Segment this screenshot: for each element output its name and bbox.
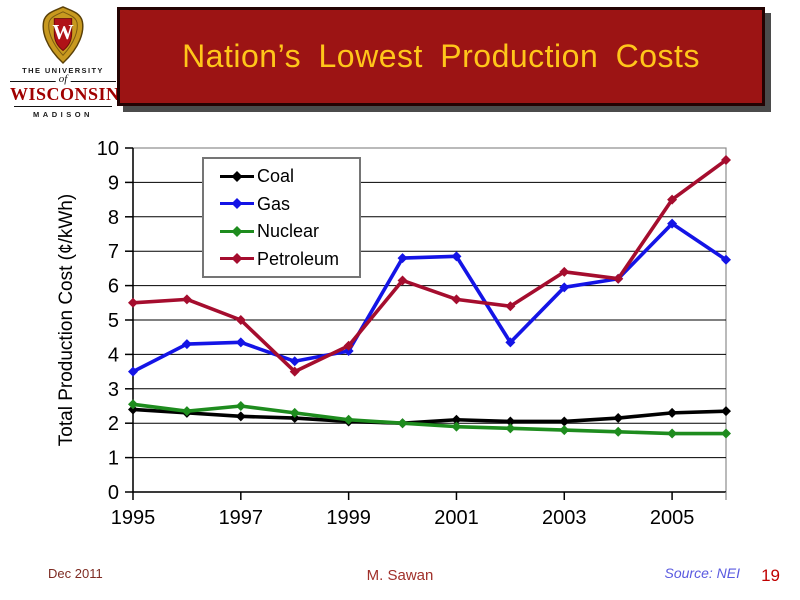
data-point-marker [128,404,138,415]
uw-crest-icon: W [42,6,84,64]
logo-text-the-university: THE UNIVERSITY [22,66,104,75]
data-point-marker [721,428,731,439]
legend-label: Gas [257,193,291,214]
data-point-marker [613,426,624,437]
y-tick-label: 0 [108,482,119,504]
data-point-marker [181,406,192,417]
series-line-coal [131,407,728,426]
uw-madison-logo: W THE UNIVERSITY of WISCONSIN MADISON [10,6,120,119]
legend-item-petroleum: Petroleum [218,250,355,268]
x-tick-label: 2005 [650,507,695,529]
data-point-marker [235,411,246,422]
data-point-marker [505,301,516,312]
data-point-marker [613,273,624,284]
data-point-marker [559,266,570,277]
data-point-marker [235,401,246,411]
legend-coal-marker-icon [220,170,254,182]
data-point-marker [721,406,731,417]
data-point-marker [128,399,138,410]
series-line-gas [131,221,728,374]
data-point-marker [613,413,624,424]
page-title: Nation’s Lowest Production Costs [182,38,700,74]
footer-source: Source: NEI [664,565,740,581]
data-point-marker [181,339,192,350]
x-tick-label: 1997 [219,507,264,529]
data-point-marker [667,428,678,439]
logo-divider [14,105,112,107]
x-tick-label: 2001 [434,507,479,529]
data-point-marker [181,294,192,305]
x-tick-label: 1999 [326,507,371,529]
logo-text-madison: MADISON [33,109,93,119]
data-point-marker [451,421,462,432]
legend-label: Petroleum [257,248,340,269]
data-point-marker [289,366,300,377]
data-point-marker [289,407,300,418]
data-point-marker [721,254,731,265]
data-point-marker [343,414,354,425]
data-point-marker [667,194,678,205]
y-tick-label: 1 [108,448,119,470]
legend-nuclear-marker-icon [220,225,254,237]
legend-gas-marker-icon [220,198,254,210]
y-tick-label: 5 [108,310,119,332]
data-point-marker [667,407,678,418]
data-point-marker [451,251,462,262]
data-point-marker [289,356,300,367]
data-point-marker [505,423,516,434]
x-tick-label: 2003 [542,507,587,529]
crest-letter: W [52,20,73,44]
y-tick-label: 2 [108,413,119,435]
logo-text-wisconsin: WISCONSIN [10,84,120,104]
chart-legend: Coal Gas Nuclear Petroleum [202,157,361,278]
y-tick-label: 3 [108,379,119,401]
series-line-nuclear [131,402,728,436]
data-point-marker [559,425,570,436]
data-point-marker [559,282,570,293]
data-point-marker [128,366,138,377]
footer-author: M. Sawan [366,567,434,584]
data-point-marker [505,416,516,427]
data-point-marker [559,416,570,427]
title-banner: Nation’s Lowest Production Costs [117,7,765,106]
y-tick-label: 7 [108,241,119,263]
data-point-marker [667,218,678,229]
footer-date: Dec 2011 [48,566,103,581]
legend-petroleum-marker-icon [220,253,254,265]
legend-item-coal: Coal [218,167,355,185]
data-point-marker [397,418,408,429]
legend-label: Nuclear [257,221,320,242]
data-point-marker [397,275,408,286]
x-tick-label: 1995 [111,507,156,529]
data-point-marker [721,155,731,166]
y-tick-label: 9 [108,172,119,194]
legend-item-nuclear: Nuclear [218,222,355,240]
data-point-marker [289,413,300,424]
y-axis-title: Total Production Cost (¢/kWh) [56,193,77,447]
data-point-marker [235,337,246,348]
y-tick-label: 6 [108,276,119,298]
logo-text-of: of [55,74,71,85]
legend-label: Coal [257,166,295,186]
data-point-marker [505,337,516,348]
y-tick-label: 10 [97,138,119,160]
page-number: 19 [761,566,780,585]
logo-divider: of [10,74,116,85]
data-point-marker [397,253,408,264]
y-tick-label: 4 [108,344,119,366]
data-point-marker [128,297,138,308]
legend-item-gas: Gas [218,195,355,213]
y-tick-label: 8 [108,207,119,229]
data-point-marker [451,414,462,425]
data-point-marker [235,315,246,325]
series-line-petroleum [131,158,728,374]
data-point-marker [343,340,354,351]
data-point-marker [451,294,462,305]
